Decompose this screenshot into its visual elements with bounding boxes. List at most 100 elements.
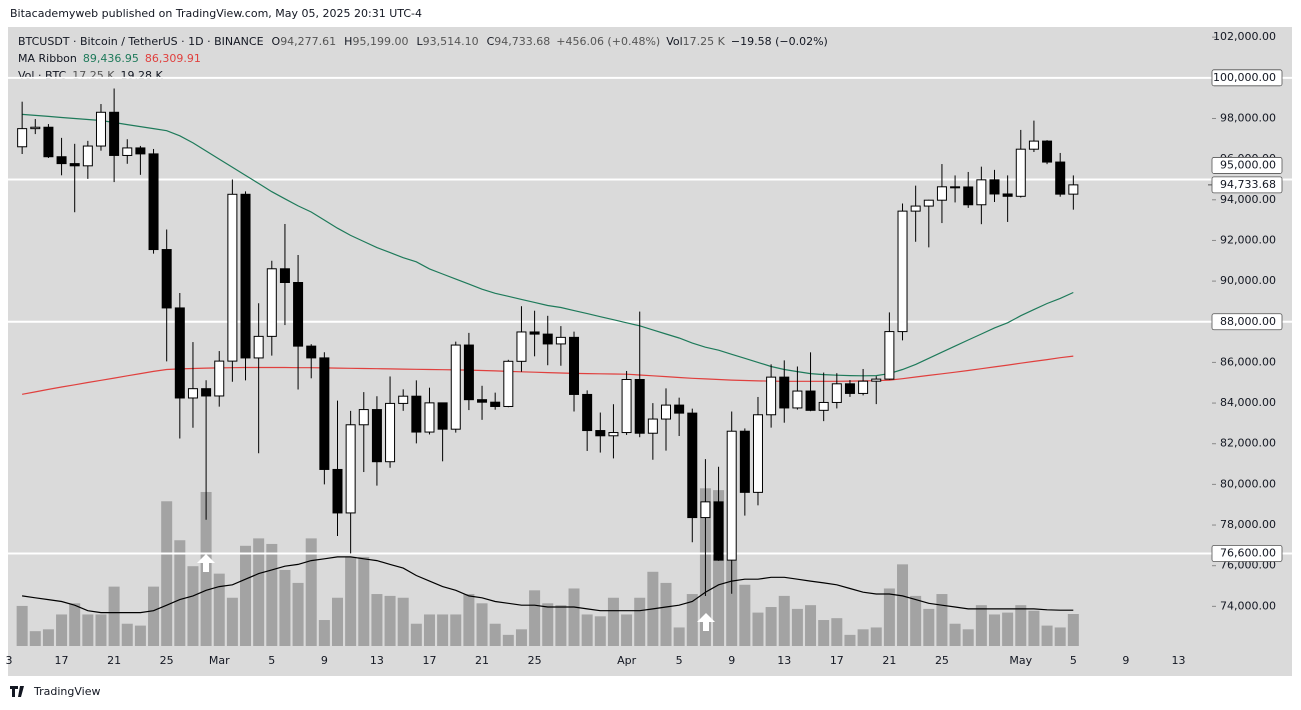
ohlc-value: 94,733.68 [494, 35, 550, 48]
x-tick-label: 13 [777, 654, 791, 667]
volume-bar [897, 564, 909, 646]
volume-bar [1054, 627, 1066, 646]
candle-body [148, 153, 159, 251]
volume-bar [542, 603, 554, 646]
candle-body [358, 409, 369, 426]
volume-bar [187, 566, 199, 646]
vol-value: 17.25 K [683, 35, 726, 48]
ohlc-key: L [416, 35, 423, 48]
candle-body [726, 430, 737, 561]
vol-change: −19.58 (−0.02%) [731, 35, 828, 48]
ohlc-key: O [272, 35, 281, 48]
candle-body [713, 501, 724, 561]
volume-bar [568, 588, 580, 646]
candle-body [595, 430, 606, 437]
candle-body [582, 393, 593, 432]
x-tick-label: 9 [321, 654, 328, 667]
volume-bar [266, 543, 278, 646]
ohlc-value: 93,514.10 [423, 35, 479, 48]
publish-note: Bitacademyweb published on TradingView.c… [10, 7, 422, 20]
volume-bar [489, 623, 501, 646]
volume-bar [226, 597, 238, 646]
y-tick-label: 76,000.00 [1220, 559, 1276, 572]
candle-body [1028, 140, 1039, 150]
candle-body [542, 333, 553, 345]
brand: TradingView [10, 685, 100, 698]
candle-body [1015, 148, 1026, 197]
level-label: 76,600.00 [1220, 546, 1276, 559]
volume-bar [686, 594, 698, 646]
vol-legend: Vol · BTC 17.25 K 19.28 K [18, 69, 163, 82]
volume-bar [397, 597, 409, 646]
candle-body [306, 345, 317, 359]
candle-body [858, 380, 869, 394]
volume-bar [253, 538, 265, 646]
arrow-up [197, 554, 215, 572]
candle-body [345, 424, 356, 514]
volume-bar [384, 595, 396, 646]
volume-bar [634, 597, 646, 646]
candle-body [1002, 193, 1013, 197]
candle-body [687, 412, 698, 519]
volume-bar [29, 631, 41, 646]
volume-bar [410, 623, 422, 646]
level-label: 95,000.00 [1220, 158, 1276, 171]
x-tick-label: 5 [676, 654, 683, 667]
volume-bar [515, 629, 527, 646]
volume-bar [502, 634, 514, 646]
volume-bar [910, 595, 922, 646]
candle-body [82, 145, 93, 167]
candle-body [266, 268, 277, 337]
volume-bar [1028, 610, 1040, 646]
candle-body [739, 430, 750, 493]
candle-body [174, 307, 185, 399]
ohlc-key: C [487, 35, 495, 48]
volume-bar [962, 629, 974, 646]
candle-body [963, 186, 974, 206]
candle-body [490, 401, 501, 407]
volume-bar [345, 556, 357, 646]
candle-body [187, 388, 198, 399]
volume-bar [148, 586, 160, 646]
candle-body [385, 402, 396, 463]
x-tick-label: 9 [1122, 654, 1129, 667]
candle-body [437, 402, 448, 430]
volume-bar [1067, 613, 1079, 646]
volume-bar [989, 614, 1000, 646]
brand-name: TradingView [33, 685, 100, 698]
candle-body [109, 111, 120, 156]
candle-body [279, 268, 290, 284]
candle-body [95, 111, 106, 147]
candle-body [319, 357, 330, 470]
pane-background [8, 27, 1292, 676]
candle-body [503, 360, 514, 407]
volume-bar [870, 627, 882, 646]
volume-bar [134, 625, 146, 646]
y-tick-label: 86,000.00 [1220, 355, 1276, 368]
candle-body [253, 335, 264, 359]
candle-body [661, 404, 671, 420]
candle-body [1042, 140, 1053, 163]
volume-bar [213, 573, 225, 646]
candle-body [477, 399, 488, 403]
candle-body [135, 147, 146, 155]
volume-bar [56, 614, 68, 646]
level-label: 88,000.00 [1220, 315, 1276, 328]
x-tick-label: 17 [55, 654, 69, 667]
candle-body [805, 390, 816, 411]
ma-line [21, 355, 1074, 395]
volume-bar [607, 597, 619, 646]
candle-body [555, 336, 566, 345]
x-tick-label: 5 [1070, 654, 1077, 667]
change: +456.06 (+0.48%) [556, 35, 660, 48]
vol-value: 17.25 K [72, 69, 115, 82]
x-tick-label: 17 [422, 654, 436, 667]
x-tick-label: 25 [528, 654, 542, 667]
vol-name: Vol · BTC [18, 69, 67, 82]
candle-body [897, 210, 908, 333]
volume-bar [423, 614, 435, 646]
y-tick-label: 102,000.00 [1213, 30, 1276, 43]
ma-name: MA Ribbon [18, 52, 77, 65]
